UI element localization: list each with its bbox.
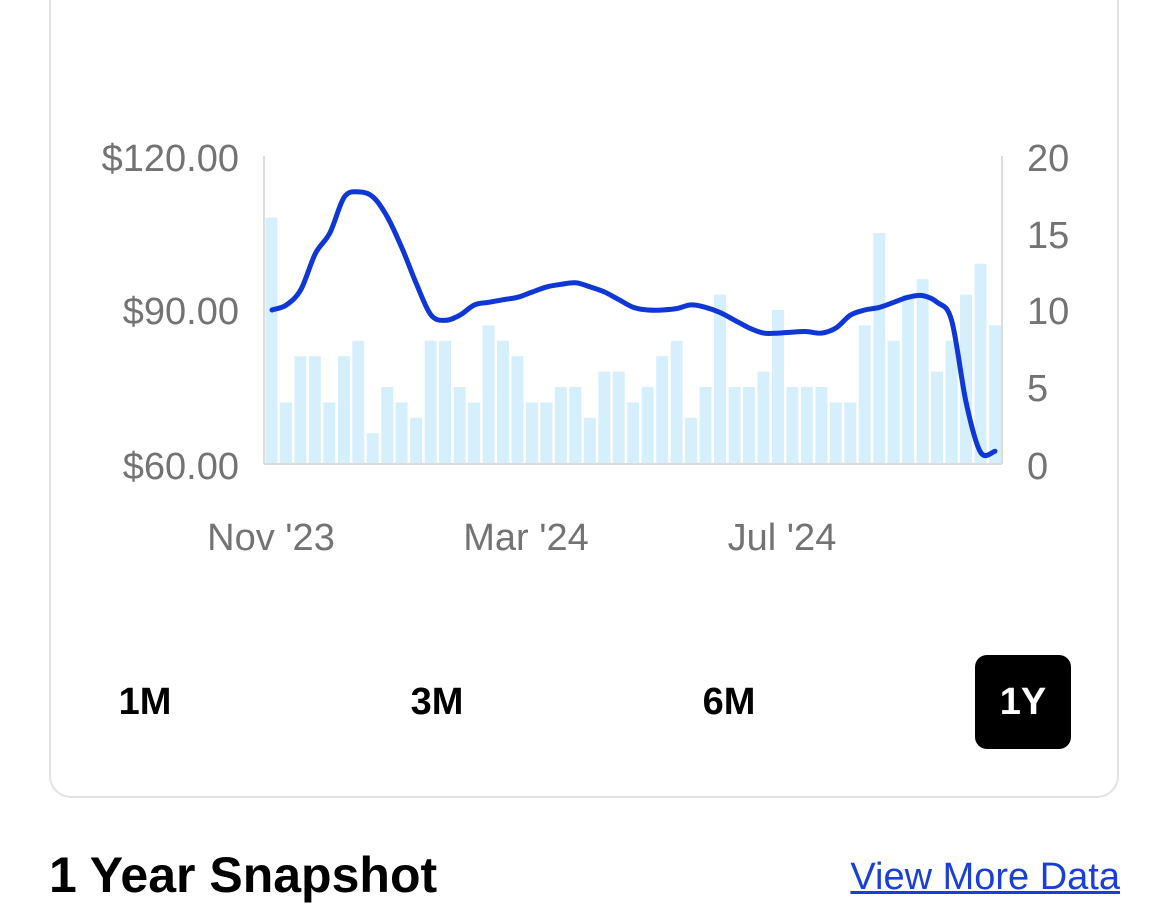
volume-bar <box>945 340 958 464</box>
volume-bar <box>337 356 350 464</box>
left-axis-tick-label: $90.00 <box>123 291 239 333</box>
volume-bar <box>598 371 611 464</box>
volume-bar <box>989 325 1001 464</box>
volume-bar <box>641 387 654 464</box>
volume-bar <box>902 294 915 464</box>
volume-bar <box>656 356 669 464</box>
volume-bar <box>424 340 437 464</box>
left-axis-tick-label: $60.00 <box>123 446 239 488</box>
volume-bar <box>352 340 365 464</box>
volume-bar <box>482 325 495 464</box>
volume-bar <box>294 356 307 464</box>
price-volume-chart: $120.00 $90.00 $60.00 20 15 10 5 0 Nov '23 Mar '2… <box>102 138 1070 559</box>
volume-bar <box>670 340 683 464</box>
range-button-1m[interactable]: 1M <box>118 680 172 723</box>
range-button-6m[interactable]: 6M <box>702 680 756 723</box>
volume-bar <box>511 356 524 464</box>
volume-bar <box>410 417 423 464</box>
right-axis-tick-label: 15 <box>1027 215 1069 257</box>
x-axis-tick-label: Jul '24 <box>728 517 837 559</box>
section-title: 1 Year Snapshot <box>49 847 438 903</box>
volume-bar <box>772 310 784 464</box>
volume-bar <box>612 371 625 464</box>
volume-bar <box>786 387 799 464</box>
volume-bar <box>453 387 466 464</box>
right-axis-tick-label: 10 <box>1027 291 1069 333</box>
x-axis-tick-label: Mar '24 <box>463 517 589 559</box>
volume-bar <box>931 371 943 464</box>
volume-bar <box>844 402 857 464</box>
volume-bar <box>497 340 509 464</box>
volume-bar <box>323 402 336 464</box>
volume-bar <box>468 402 480 464</box>
volume-bar <box>800 387 813 464</box>
x-axis-tick-label: Nov '23 <box>207 517 335 559</box>
volume-bar <box>858 325 871 464</box>
volume-bar <box>308 356 321 464</box>
left-axis-tick-label: $120.00 <box>102 138 239 180</box>
volume-bar <box>526 402 538 464</box>
volume-bar <box>583 417 596 464</box>
volume-bar <box>815 387 828 464</box>
volume-bar <box>395 402 408 464</box>
volume-bar <box>873 233 886 464</box>
volume-bar <box>829 402 842 464</box>
volume-bar <box>540 402 553 464</box>
volume-bar <box>757 371 770 464</box>
volume-bar <box>554 387 567 464</box>
volume-bar <box>699 387 712 464</box>
right-axis-tick-label: 0 <box>1027 446 1048 488</box>
range-button-3m[interactable]: 3M <box>410 680 464 723</box>
volume-bar <box>960 294 972 464</box>
volume-bar <box>916 279 929 464</box>
range-button-1y[interactable]: 1Y <box>975 655 1071 749</box>
volume-bar <box>381 387 394 464</box>
price-line <box>269 189 998 458</box>
volume-bars <box>265 217 1001 464</box>
volume-bar <box>265 217 278 464</box>
right-axis-tick-label: 5 <box>1027 368 1048 410</box>
volume-bar <box>366 433 379 464</box>
volume-bar <box>714 294 726 464</box>
volume-bar <box>974 263 987 464</box>
volume-bar <box>887 340 900 464</box>
volume-bar <box>280 402 292 464</box>
volume-bar <box>743 387 755 464</box>
volume-bar <box>439 340 451 464</box>
volume-bar <box>627 402 640 464</box>
view-more-data-link[interactable]: View More Data <box>850 856 1120 898</box>
volume-bar <box>685 417 697 464</box>
volume-bar <box>728 387 741 464</box>
volume-bar <box>569 387 582 464</box>
right-axis-tick-label: 20 <box>1027 138 1069 180</box>
